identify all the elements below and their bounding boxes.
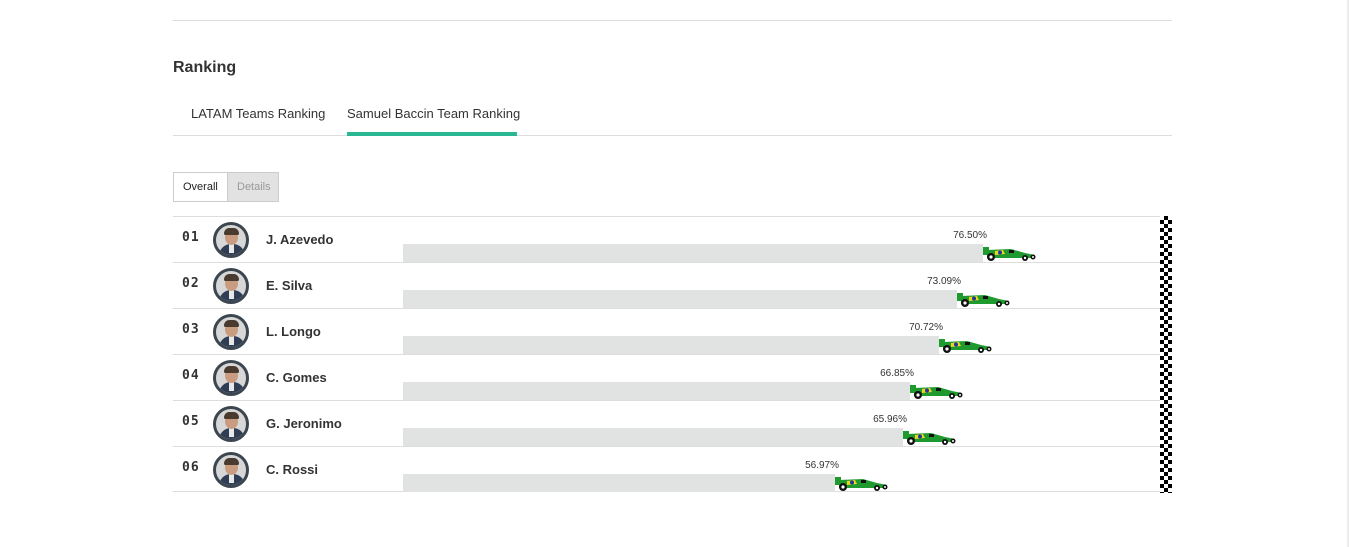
tab-samuel-baccin-team-ranking[interactable]: Samuel Baccin Team Ranking (347, 96, 520, 136)
progress-fill (403, 336, 939, 354)
ranking-row: 02 E. Silva 73.09% (173, 262, 1172, 308)
ranking-row: 01 J. Azevedo 76.50% (173, 216, 1172, 262)
progress-bar (403, 382, 1161, 400)
participant-name: C. Gomes (266, 370, 327, 385)
details-button[interactable]: Details (227, 173, 278, 201)
race-car-icon (901, 428, 957, 446)
rank-position: 01 (182, 230, 200, 245)
participant-name: C. Rossi (266, 462, 319, 477)
progress-bar (403, 474, 1161, 492)
ranking-row: 03 L. Longo 70.72% (173, 308, 1172, 354)
percent-label: 73.09% (927, 276, 961, 287)
rank-position: 04 (182, 368, 200, 383)
avatar (213, 360, 249, 396)
progress-fill (403, 290, 957, 308)
ranking-row: 04 C. Gomes 66.85% (173, 354, 1172, 400)
view-toggle: Overall Details (173, 172, 279, 202)
rank-position: 03 (182, 322, 200, 337)
avatar (213, 406, 249, 442)
race-car-icon (937, 336, 993, 354)
progress-fill (403, 474, 835, 492)
avatar (213, 268, 249, 304)
rank-position: 05 (182, 414, 200, 429)
avatar (213, 314, 249, 350)
ranking-panel: Ranking LATAM Teams Ranking Samuel Bacci… (173, 0, 1172, 547)
ranking-tabs: LATAM Teams Ranking Samuel Baccin Team R… (173, 96, 1172, 136)
race-car-icon (981, 244, 1037, 262)
progress-bar (403, 244, 1161, 262)
avatar (213, 452, 249, 488)
percent-label: 70.72% (909, 322, 943, 333)
participant-name: J. Azevedo (266, 232, 334, 247)
race-car-icon (833, 474, 889, 492)
progress-bar (403, 336, 1161, 354)
participant-name: L. Longo (266, 324, 321, 339)
percent-label: 65.96% (873, 414, 907, 425)
participant-name: E. Silva (266, 278, 313, 293)
section-title: Ranking (173, 59, 237, 76)
divider (173, 20, 1172, 21)
progress-fill (403, 382, 910, 400)
tab-latam-teams-ranking[interactable]: LATAM Teams Ranking (191, 106, 326, 121)
rank-position: 06 (182, 460, 200, 475)
progress-bar (403, 290, 1161, 308)
participant-name: G. Jeronimo (266, 416, 342, 431)
avatar (213, 222, 249, 258)
page-scrollbar[interactable] (1347, 0, 1349, 547)
progress-bar (403, 428, 1161, 446)
progress-fill (403, 244, 983, 262)
race-car-icon (955, 290, 1011, 308)
percent-label: 56.97% (805, 460, 839, 471)
race-car-icon (908, 382, 964, 400)
progress-fill (403, 428, 903, 446)
rank-position: 02 (182, 276, 200, 291)
percent-label: 76.50% (953, 230, 987, 241)
percent-label: 66.85% (880, 368, 914, 379)
ranking-row: 06 C. Rossi 56.97% (173, 446, 1172, 492)
overall-button[interactable]: Overall (174, 173, 227, 201)
ranking-list: 01 J. Azevedo 76.50% 02 E. Silva 73.09% 03 L. L… (173, 216, 1172, 493)
ranking-row: 05 G. Jeronimo 65.96% (173, 400, 1172, 446)
checkered-flag-icon (1160, 216, 1172, 493)
